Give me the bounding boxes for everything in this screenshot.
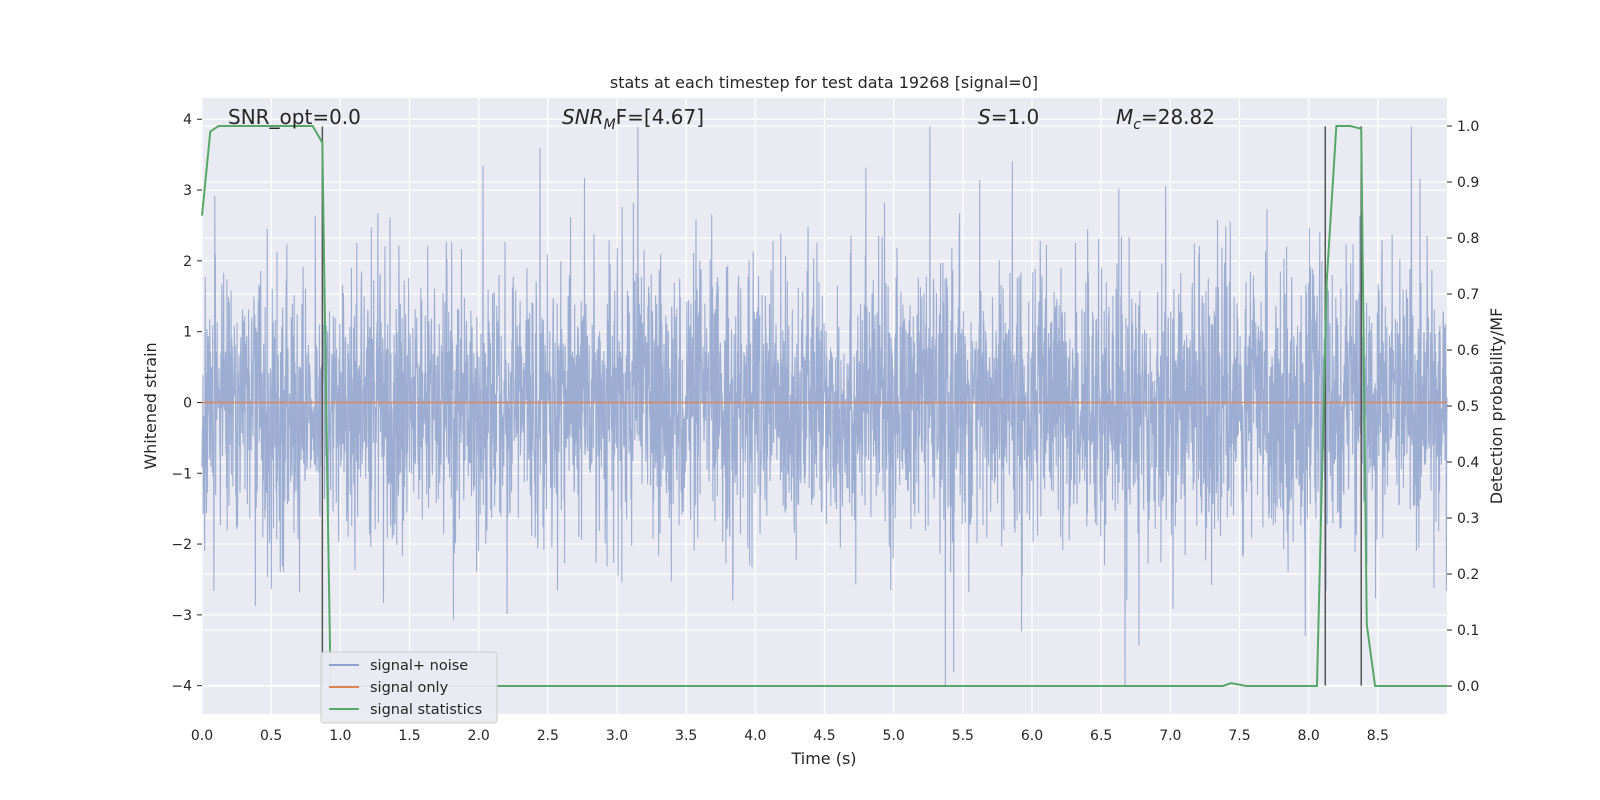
legend-label-signal-plus-noise: signal+ noise: [370, 658, 468, 674]
x-axis-ticks: 0.0 0.5 1.0 1.5 2.0 2.5 3.0 3.5 4.0 4.5 5.0 5.5 6.0 6…: [191, 728, 1389, 744]
y2-tick-label: 0.2: [1457, 567, 1479, 583]
y-axis-label-left: Whitened strain: [141, 342, 160, 469]
annotation-s-value: =1.0: [991, 105, 1040, 129]
x-tick-label: 0.5: [260, 728, 282, 744]
annotation-snr-opt: SNR_opt=0.0: [228, 105, 361, 129]
y-tick-label: 1: [183, 325, 192, 341]
y-tick-label: −2: [171, 537, 192, 553]
x-tick-label: 1.0: [329, 728, 351, 744]
y2-tick-label: 1.0: [1457, 119, 1479, 135]
y-tick-label: 0: [183, 395, 192, 411]
x-tick-label: 8.5: [1367, 728, 1389, 744]
y-tick-label: 3: [183, 183, 192, 199]
signal-statistics-line: [201, 125, 1447, 687]
y2-tick-label: 0.7: [1457, 287, 1479, 303]
annotation-mc-symbol: M: [1116, 105, 1133, 129]
y-tick-label: 4: [183, 112, 192, 128]
annotation-s: S=1.0: [978, 105, 1039, 129]
x-tick-label: 6.5: [1090, 728, 1112, 744]
annotation-mc: Mc=28.82: [1116, 105, 1215, 133]
y-tick-label: 2: [183, 254, 192, 270]
annotation-snr-mf-sub: M: [604, 117, 616, 133]
y2-tick-label: 0.0: [1457, 679, 1479, 695]
legend-label-signal-statistics: signal statistics: [370, 702, 482, 718]
x-tick-label: 0.0: [191, 728, 213, 744]
chart-title: stats at each timestep for test data 192…: [610, 73, 1038, 92]
x-tick-label: 8.0: [1298, 728, 1320, 744]
x-tick-label: 3.0: [606, 728, 628, 744]
annotation-mc-sub: c: [1133, 117, 1141, 133]
signal-statistics-series: [201, 125, 1447, 687]
y2-tick-label: 0.9: [1457, 175, 1479, 191]
x-tick-label: 4.5: [813, 728, 835, 744]
x-tick-label: 7.5: [1228, 728, 1250, 744]
y-axis-ticks-left: −4 −3 −2 −1 0 1 2 3 4: [171, 112, 202, 695]
legend-box: [320, 651, 498, 724]
x-tick-label: 6.0: [1021, 728, 1043, 744]
x-tick-label: 2.5: [537, 728, 559, 744]
x-tick-label: 4.0: [744, 728, 766, 744]
signal-plus-noise-series: [201, 126, 1448, 686]
y2-tick-label: 0.5: [1457, 399, 1479, 415]
y-tick-label: −4: [171, 679, 192, 695]
y2-tick-label: 0.6: [1457, 343, 1479, 359]
x-tick-label: 2.0: [468, 728, 490, 744]
annotation-snr-mf-value: F=[4.67]: [616, 105, 704, 129]
annotation-snr-mf: SNRMF=[4.67]: [562, 105, 704, 133]
y2-tick-label: 0.8: [1457, 231, 1479, 247]
x-tick-label: 5.0: [883, 728, 905, 744]
annotation-snr-mf-symbol: SNR: [562, 105, 604, 129]
x-axis-label: Time (s): [790, 749, 856, 768]
y-tick-label: −1: [171, 466, 192, 482]
y-tick-label: −3: [171, 608, 192, 624]
event-marker-lines: [321, 126, 1362, 686]
legend-label-signal-only: signal only: [370, 680, 449, 696]
y-axis-ticks-right: 0.0 0.1 0.2 0.3 0.4 0.5 0.6 0.7 0.8 0.9 1.0: [1447, 119, 1479, 695]
annotation-mc-value: =28.82: [1141, 105, 1215, 129]
signal-plus-noise-line: [201, 126, 1448, 686]
x-tick-label: 7.0: [1159, 728, 1181, 744]
x-tick-label: 3.5: [675, 728, 697, 744]
y2-tick-label: 0.1: [1457, 623, 1479, 639]
y-axis-label-right: Detection probability/MF: [1487, 308, 1506, 505]
x-tick-label: 5.5: [952, 728, 974, 744]
y2-tick-label: 0.4: [1457, 455, 1479, 471]
annotation-s-symbol: S: [978, 105, 991, 129]
x-tick-label: 1.5: [398, 728, 420, 744]
y2-tick-label: 0.3: [1457, 511, 1479, 527]
legend: signal+ noise signal only signal statist…: [320, 651, 498, 724]
